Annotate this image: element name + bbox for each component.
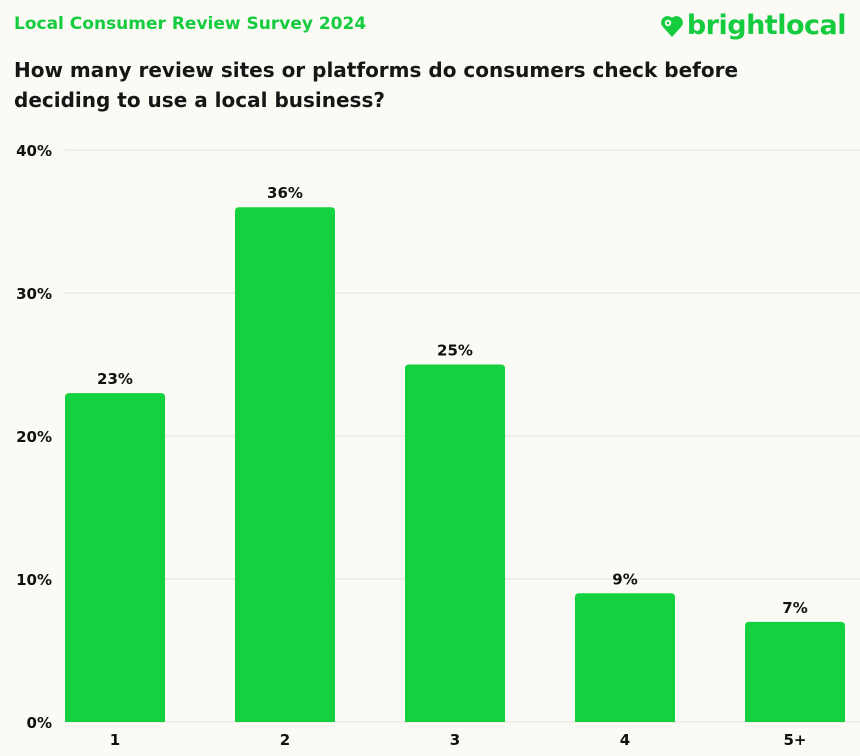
heart-location-pin-icon <box>660 15 683 37</box>
bar <box>235 207 335 722</box>
data-label: 9% <box>612 570 637 588</box>
x-tick-label: 2 <box>280 731 290 749</box>
y-tick-label: 40% <box>16 142 52 160</box>
data-label: 25% <box>437 342 473 360</box>
logo-text: brightlocal <box>686 10 847 41</box>
data-label: 7% <box>782 599 807 617</box>
bar <box>575 593 675 722</box>
data-label: 23% <box>97 370 133 388</box>
brightlocal-logo: brightlocal <box>660 10 847 41</box>
bar <box>405 364 505 722</box>
y-tick-label: 0% <box>27 714 52 732</box>
x-tick-label: 4 <box>620 731 630 749</box>
y-tick-label: 10% <box>16 571 52 589</box>
y-tick-label: 30% <box>16 285 52 303</box>
bar <box>745 621 845 722</box>
survey-title: Local Consumer Review Survey 2024 <box>14 14 367 34</box>
bar <box>65 393 165 722</box>
x-tick-label: 3 <box>450 731 460 749</box>
x-tick-label: 1 <box>110 731 120 749</box>
data-label: 36% <box>267 184 303 202</box>
y-tick-label: 20% <box>16 428 52 446</box>
chart-question: How many review sites or platforms do co… <box>14 58 739 112</box>
x-tick-label: 5+ <box>783 731 806 749</box>
